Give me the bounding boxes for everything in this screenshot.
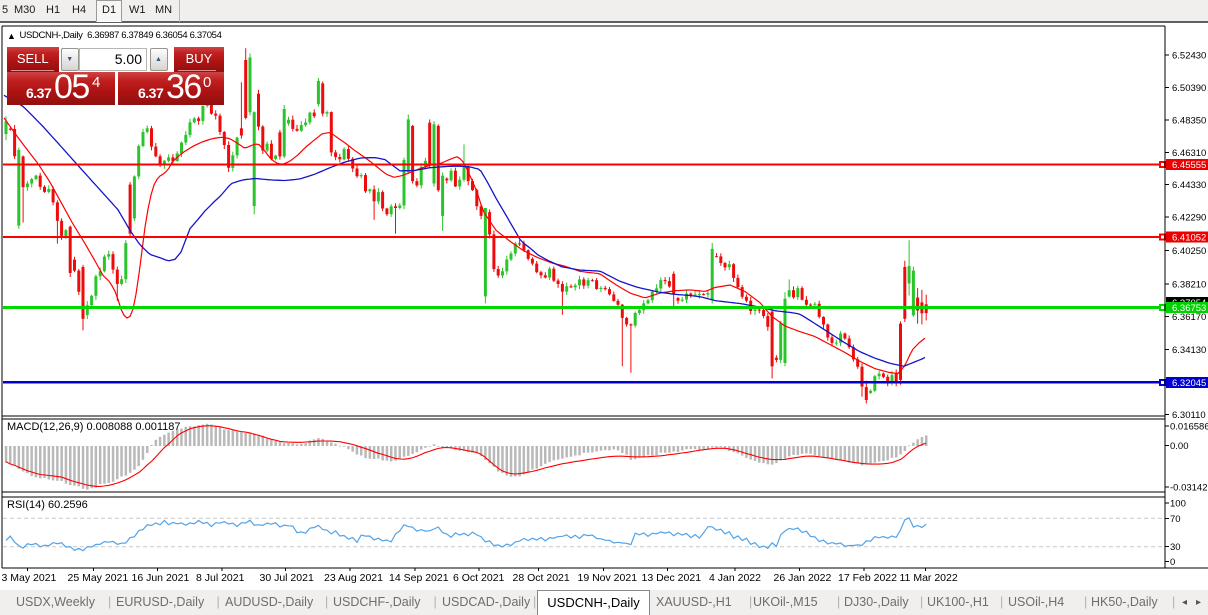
svg-text:0.016586: 0.016586 [1170,422,1208,433]
svg-text:6.46310: 6.46310 [1172,148,1206,159]
svg-text:6.50390: 6.50390 [1172,83,1206,94]
svg-text:70: 70 [1170,514,1181,525]
svg-text:6.34130: 6.34130 [1172,345,1206,356]
svg-text:6 Oct 2021: 6 Oct 2021 [453,572,505,584]
svg-text:0.00: 0.00 [1170,441,1189,452]
svg-text:26 Jan 2022: 26 Jan 2022 [774,572,832,584]
svg-text:6.38210: 6.38210 [1172,280,1206,291]
svg-text:6.32045: 6.32045 [1172,378,1206,389]
svg-text:17 Feb 2022: 17 Feb 2022 [838,572,897,584]
svg-text:19 Nov 2021: 19 Nov 2021 [578,572,638,584]
svg-text:30 Jul 2021: 30 Jul 2021 [260,572,314,584]
svg-text:MACD(12,26,9) 0.008088 0.00118: MACD(12,26,9) 0.008088 0.001187 [7,421,180,433]
svg-text:8 Jul 2021: 8 Jul 2021 [196,572,245,584]
svg-text:3 May 2021: 3 May 2021 [2,572,57,584]
svg-text:6.48350: 6.48350 [1172,116,1206,127]
svg-text:6.42290: 6.42290 [1172,213,1206,224]
svg-text:23 Aug 2021: 23 Aug 2021 [324,572,383,584]
svg-text:28 Oct 2021: 28 Oct 2021 [513,572,570,584]
svg-text:6.44330: 6.44330 [1172,180,1206,191]
svg-text:6.30110: 6.30110 [1172,410,1206,421]
svg-text:6.40250: 6.40250 [1172,246,1206,257]
svg-text:RSI(14) 60.2596: RSI(14) 60.2596 [7,499,88,511]
svg-text:6.36170: 6.36170 [1172,312,1206,323]
svg-text:6.36753: 6.36753 [1172,303,1206,314]
svg-text:6.52430: 6.52430 [1172,51,1206,62]
svg-text:16 Jun 2021: 16 Jun 2021 [132,572,190,584]
svg-text:11 Mar 2022: 11 Mar 2022 [900,572,958,584]
svg-text:100: 100 [1170,499,1186,510]
svg-text:30: 30 [1170,542,1181,553]
svg-text:6.45555: 6.45555 [1172,160,1206,171]
svg-text:0: 0 [1170,557,1175,568]
svg-text:14 Sep 2021: 14 Sep 2021 [389,572,449,584]
svg-text:25 May 2021: 25 May 2021 [68,572,129,584]
svg-text:13 Dec 2021: 13 Dec 2021 [642,572,702,584]
svg-text:4 Jan 2022: 4 Jan 2022 [709,572,761,584]
svg-text:6.41052: 6.41052 [1172,233,1206,244]
